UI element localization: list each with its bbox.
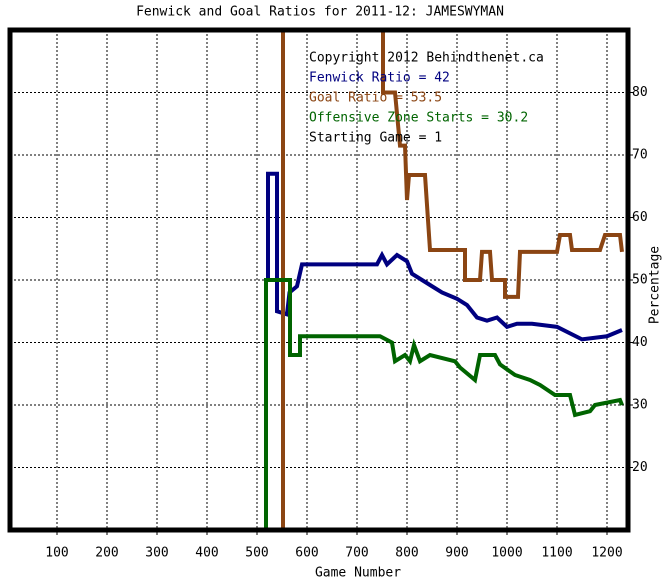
annotation: Offensive Zone Starts = 30.2	[309, 111, 528, 126]
series-line	[264, 278, 624, 530]
plot-frame	[7, 27, 631, 533]
annotation: Goal Ratio = 53.5	[309, 91, 442, 106]
x-axis-label: Game Number	[315, 566, 401, 580]
y-tick-label: 70	[632, 148, 648, 163]
y-tick-label: 30	[632, 398, 648, 413]
y-tick-label: 50	[632, 273, 648, 288]
x-tick-label: 500	[245, 546, 268, 561]
chart-title: Fenwick and Goal Ratios for 2011-12: JAM…	[136, 5, 504, 20]
series-line	[281, 30, 624, 530]
x-tick-label: 100	[45, 546, 68, 561]
x-tick-label: 1000	[491, 546, 522, 561]
annotation: Fenwick Ratio = 42	[309, 71, 450, 86]
x-tick-label: 1100	[541, 546, 572, 561]
x-tick-label: 1200	[591, 546, 622, 561]
y-tick-label: 80	[632, 85, 648, 100]
y-tick-label: 20	[632, 460, 648, 475]
x-tick-label: 900	[445, 546, 468, 561]
x-tick-label: 600	[295, 546, 318, 561]
y-tick-label: 40	[632, 335, 648, 350]
x-tick-label: 200	[95, 546, 118, 561]
x-tick-label: 700	[345, 546, 368, 561]
annotation: Starting Game = 1	[309, 131, 442, 146]
y-tick-label: 60	[632, 210, 648, 225]
annotation: Copyright 2012 Behindthenet.ca	[309, 51, 544, 66]
y-axis-label: Percentage	[648, 246, 663, 324]
x-tick-label: 800	[395, 546, 418, 561]
x-tick-label: 400	[195, 546, 218, 561]
x-tick-label: 300	[145, 546, 168, 561]
